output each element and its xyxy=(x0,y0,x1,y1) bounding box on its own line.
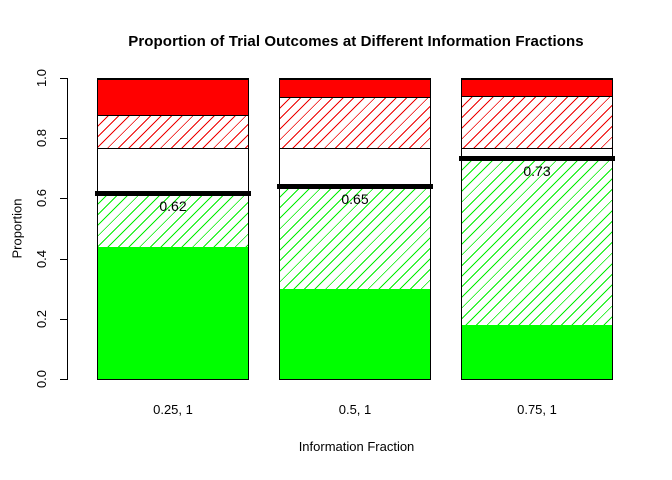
y-tick-label: 0.8 xyxy=(34,128,49,148)
stacked-bar: 0.73 xyxy=(459,78,615,380)
x-axis-title: Information Fraction xyxy=(298,439,415,454)
y-axis-line xyxy=(67,78,68,380)
x-category-label: 0.25, 1 xyxy=(153,402,193,417)
threshold-line xyxy=(95,191,251,196)
red-dense-crosshatch-segment xyxy=(98,148,248,193)
solid-green-segment xyxy=(280,289,430,379)
y-tick-label: 0.2 xyxy=(34,309,49,329)
stacked-bar: 0.62 xyxy=(95,78,251,380)
y-tick-label: 1.0 xyxy=(34,68,49,88)
solid-red-segment xyxy=(462,79,612,96)
threshold-value-label: 0.73 xyxy=(523,163,551,180)
red-hatch-segment xyxy=(462,95,612,148)
y-tick-label: 0.0 xyxy=(34,369,49,389)
red-hatch-segment xyxy=(280,97,430,148)
x-category-label: 0.75, 1 xyxy=(517,402,557,417)
x-category-label: 0.5, 1 xyxy=(338,402,372,417)
y-tick-mark xyxy=(60,319,67,320)
solid-red-segment xyxy=(98,79,248,115)
y-tick-mark xyxy=(60,379,67,380)
y-tick-label: 0.4 xyxy=(34,249,49,269)
y-tick-mark xyxy=(60,78,67,79)
threshold-line xyxy=(277,183,433,189)
y-axis-title: Proportion xyxy=(9,198,25,259)
red-hatch-segment xyxy=(98,115,248,148)
y-tick-mark xyxy=(60,138,67,139)
threshold-line xyxy=(459,156,615,162)
solid-green-segment xyxy=(462,325,612,379)
y-tick-mark xyxy=(60,198,67,199)
stacked-bar: 0.65 xyxy=(277,78,433,380)
y-tick-label: 0.6 xyxy=(34,188,49,208)
threshold-value-label: 0.62 xyxy=(159,198,187,214)
y-tick-mark xyxy=(60,259,67,260)
threshold-value-label: 0.65 xyxy=(341,190,369,207)
solid-red-segment xyxy=(280,79,430,97)
green-hatch-segment xyxy=(462,158,612,325)
solid-green-segment xyxy=(98,247,248,379)
chart-title: Proportion of Trial Outcomes at Differen… xyxy=(128,33,584,50)
green-hatch-segment xyxy=(280,185,430,289)
red-dense-crosshatch-segment xyxy=(280,148,430,186)
red-dense-crosshatch-segment xyxy=(462,148,612,159)
